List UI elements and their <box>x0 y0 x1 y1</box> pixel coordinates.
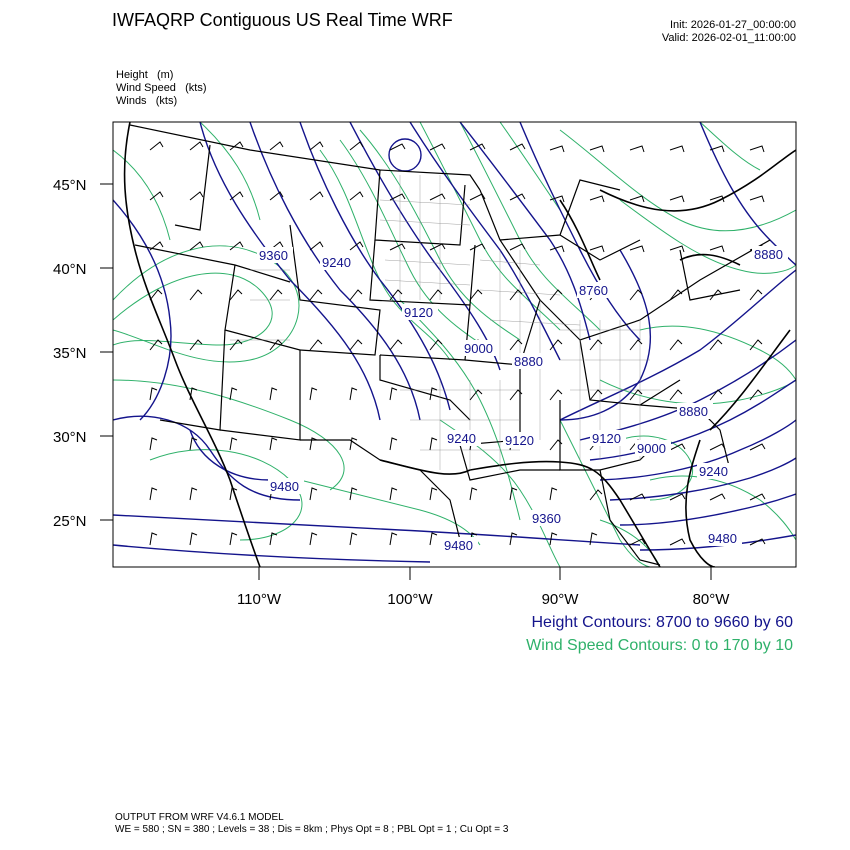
contour-label: 9480 <box>270 479 299 494</box>
contour-label: 8880 <box>754 247 783 262</box>
contour-label: 9120 <box>404 305 433 320</box>
chart-title: IWFAQRP Contiguous US Real Time WRF <box>112 10 453 30</box>
wind-barbs <box>149 141 766 546</box>
variable-height: Height (m) <box>116 69 174 81</box>
lat-tick-label: 40°N <box>53 261 87 278</box>
contour-label: 9000 <box>464 341 493 356</box>
lon-tick-label: 100°W <box>387 591 433 608</box>
height-contour-labels: 9360 9240 9120 9000 8880 8760 8880 9120 … <box>257 246 788 553</box>
lon-tick-label: 90°W <box>542 591 580 608</box>
footer-line-1: OUTPUT FROM WRF V4.6.1 MODEL <box>115 812 284 823</box>
lat-tick-label: 35°N <box>53 345 87 362</box>
footer-line-2: WE = 580 ; SN = 380 ; Levels = 38 ; Dis … <box>115 824 509 835</box>
wind-speed-contours <box>113 122 796 567</box>
contour-label: 9480 <box>708 531 737 546</box>
lon-tick-label: 110°W <box>237 591 282 608</box>
plot-frame <box>112 121 797 568</box>
contour-label: 8880 <box>514 354 543 369</box>
contour-label: 9240 <box>322 255 351 270</box>
coastlines <box>123 122 796 567</box>
lat-tick-label: 45°N <box>53 177 87 194</box>
map-plot-area: 9360 9240 9120 9000 8880 8760 8880 9120 … <box>113 122 796 567</box>
contour-label: 9360 <box>532 511 561 526</box>
model-info-footer: OUTPUT FROM WRF V4.6.1 MODEL WE = 580 ; … <box>115 812 508 836</box>
longitude-axis <box>258 567 712 580</box>
variable-winds: Winds (kts) <box>116 95 178 107</box>
variable-wind-speed: Wind Speed (kts) <box>116 82 207 94</box>
height-contour-legend: Height Contours: 8700 to 9660 by 60 <box>531 614 793 631</box>
contour-label: 9480 <box>444 538 473 553</box>
variable-list: Height (m) Wind Speed (kts) Winds (kts) <box>116 69 206 108</box>
contour-label: 9240 <box>699 464 728 479</box>
init-valid-times: Init: 2026-01-27_00:00:00 Valid: 2026-02… <box>662 19 796 45</box>
lat-tick-label: 25°N <box>53 513 87 530</box>
contour-label: 8760 <box>579 283 608 298</box>
latitude-axis <box>100 183 113 521</box>
height-contours <box>113 122 796 563</box>
contour-label: 9240 <box>447 431 476 446</box>
contour-label: 9120 <box>592 431 621 446</box>
contour-label: 9360 <box>259 248 288 263</box>
init-time: Init: 2026-01-27_00:00:00 <box>670 19 796 31</box>
valid-time: Valid: 2026-02-01_11:00:00 <box>661 32 796 44</box>
contour-label: 9000 <box>637 441 666 456</box>
wind-contour-legend: Wind Speed Contours: 0 to 170 by 10 <box>526 637 793 654</box>
lon-tick-label: 80°W <box>693 591 731 608</box>
county-lines <box>230 175 660 470</box>
lat-tick-label: 30°N <box>53 429 87 446</box>
contour-label: 8880 <box>679 404 708 419</box>
contour-label: 9120 <box>505 433 534 448</box>
